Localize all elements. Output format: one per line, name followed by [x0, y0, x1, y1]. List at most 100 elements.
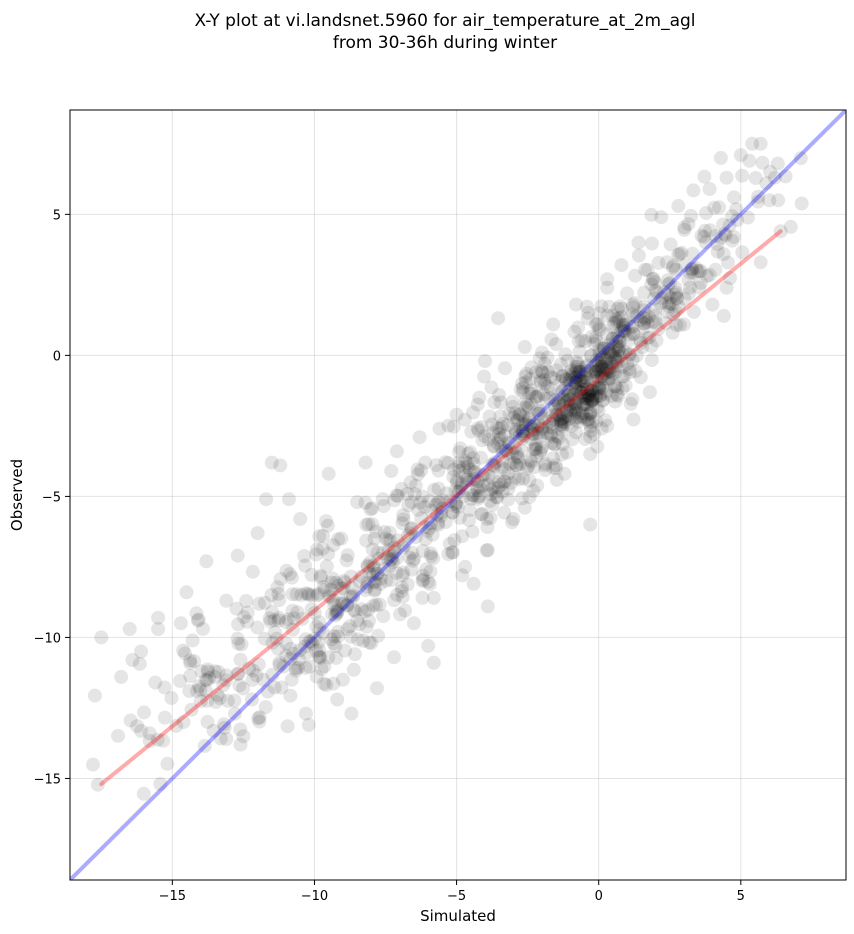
- scatter-point: [595, 393, 610, 408]
- scatter-point: [526, 422, 541, 437]
- scatter-point: [499, 443, 514, 458]
- scatter-point: [551, 396, 566, 411]
- scatter-point: [597, 372, 612, 387]
- scatter-point: [610, 353, 625, 368]
- scatter-point: [609, 387, 624, 402]
- scatter-point: [327, 598, 342, 612]
- scatter-point: [537, 458, 552, 473]
- scatter-point: [450, 475, 464, 490]
- scatter-point: [497, 428, 512, 443]
- scatter-point: [123, 713, 138, 728]
- scatter-point: [526, 442, 541, 456]
- scatter-point: [251, 657, 266, 672]
- scatter-point: [644, 353, 659, 368]
- scatter-point: [600, 418, 615, 433]
- scatter-point: [279, 615, 294, 629]
- scatter-point: [654, 210, 669, 225]
- scatter-point: [191, 612, 206, 627]
- scatter-point: [443, 494, 458, 509]
- scatter-point: [612, 349, 627, 363]
- scatter-point: [664, 297, 679, 312]
- scatter-point: [490, 490, 505, 505]
- scatter-point: [495, 484, 510, 499]
- scatter-point: [322, 588, 336, 603]
- scatter-point: [421, 574, 436, 589]
- scatter-point: [291, 660, 305, 675]
- scatter-point: [198, 683, 213, 698]
- scatter-point: [494, 430, 508, 445]
- scatter-point: [668, 262, 683, 277]
- scatter-point: [285, 622, 300, 637]
- scatter-point: [555, 414, 570, 429]
- scatter-point: [508, 426, 523, 441]
- scatter-point: [605, 359, 620, 374]
- scatter-point: [622, 346, 637, 361]
- scatter-point: [114, 669, 129, 684]
- scatter-point: [346, 662, 361, 677]
- scatter-point: [492, 426, 507, 441]
- scatter-point: [591, 381, 606, 396]
- scatter-point: [610, 339, 624, 354]
- scatter-point: [587, 336, 602, 351]
- scatter-point: [572, 365, 587, 380]
- scatter-point: [725, 209, 740, 224]
- scatter-point: [605, 320, 620, 335]
- scatter-point: [554, 417, 569, 432]
- scatter-point: [718, 228, 733, 243]
- scatter-point: [581, 305, 596, 320]
- scatter-point: [472, 489, 487, 503]
- scatter-point: [281, 612, 296, 627]
- scatter-point: [488, 484, 503, 499]
- scatter-point: [603, 371, 618, 386]
- scatter-point: [665, 260, 680, 275]
- scatter-point: [600, 308, 615, 323]
- scatter-point: [571, 364, 586, 379]
- scatter-point: [560, 408, 575, 423]
- scatter-point: [151, 622, 166, 636]
- scatter-point: [698, 235, 713, 250]
- scatter-point: [412, 430, 427, 445]
- scatter-point: [272, 658, 287, 672]
- y-tick-label: −10: [34, 631, 61, 646]
- scatter-point: [460, 459, 475, 474]
- scatter-point: [314, 662, 329, 676]
- scatter-point: [515, 431, 530, 446]
- scatter-point: [549, 461, 564, 476]
- scatter-point: [501, 492, 516, 507]
- scatter-point: [649, 333, 664, 348]
- scatter-point: [493, 409, 508, 424]
- scatter-point: [434, 505, 449, 520]
- scatter-point: [448, 483, 463, 498]
- scatter-point: [583, 517, 598, 532]
- scatter-point: [321, 466, 336, 481]
- scatter-point: [483, 482, 498, 497]
- scatter-point: [490, 436, 505, 450]
- scatter-point: [356, 633, 371, 648]
- scatter-point: [518, 369, 533, 384]
- scatter-point: [621, 333, 636, 348]
- scatter-point: [581, 388, 596, 403]
- scatter-point: [416, 572, 431, 587]
- scatter-point: [211, 665, 226, 679]
- scatter-point: [387, 593, 402, 608]
- scatter-point: [527, 460, 542, 475]
- scatter-point: [569, 410, 584, 425]
- scatter-point: [472, 390, 487, 405]
- scatter-point: [586, 380, 601, 395]
- scatter-point: [330, 578, 345, 593]
- scatter-point: [257, 631, 272, 646]
- scatter-point: [562, 367, 577, 382]
- scatter-point: [763, 164, 778, 179]
- scatter-point: [620, 286, 634, 301]
- scatter-point: [670, 290, 684, 305]
- scatter-point: [599, 359, 614, 374]
- scatter-point: [451, 484, 466, 499]
- scatter-point: [530, 478, 545, 493]
- scatter-point: [398, 603, 413, 618]
- scatter-point: [402, 550, 417, 565]
- scatter-point: [531, 403, 546, 418]
- scatter-point: [613, 334, 628, 349]
- scatter-point: [703, 223, 718, 238]
- scatter-point: [551, 387, 565, 402]
- scatter-point: [526, 418, 541, 433]
